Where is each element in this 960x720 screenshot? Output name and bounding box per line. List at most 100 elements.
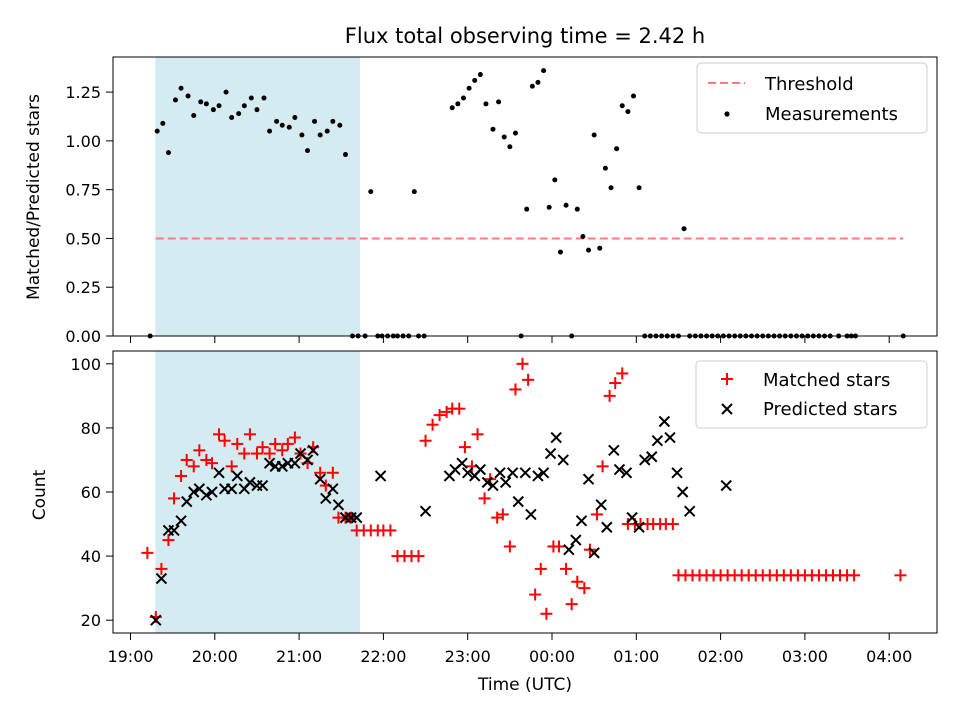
- measurement-point: [496, 99, 502, 105]
- measurement-point: [541, 68, 547, 74]
- measurement-point: [529, 83, 535, 89]
- matched-star-point: [314, 466, 327, 479]
- predicted-star-point: [601, 521, 613, 533]
- predicted-star-point: [550, 431, 562, 444]
- count-legend-frame: [695, 360, 928, 429]
- measurement-point: [154, 128, 160, 134]
- matched-star-point: [168, 492, 181, 505]
- predicted-star-point: [256, 479, 269, 492]
- measurement-point: [455, 101, 461, 107]
- measurement-point: [602, 165, 608, 171]
- measurement-point: [411, 189, 417, 195]
- predicted-star-point: [646, 451, 658, 463]
- measurement-point: [580, 233, 586, 239]
- measurement-point: [591, 132, 597, 138]
- matched-star-point: [540, 607, 553, 620]
- matched-star-point: [529, 588, 542, 601]
- matched-star-point: [603, 389, 616, 402]
- matched-star-point: [243, 428, 256, 441]
- predicted-star-point: [595, 499, 607, 511]
- matched-star-point: [666, 518, 679, 531]
- matched-star-point: [509, 383, 522, 396]
- matched-star-point: [281, 437, 294, 450]
- x-tick-label: 01:00: [613, 647, 659, 666]
- measurement-point: [178, 85, 184, 91]
- count-y-axis-label: Count: [30, 469, 50, 520]
- matched-star-point: [565, 598, 578, 611]
- predicted-star-point: [658, 415, 671, 428]
- predicted-star-point: [314, 473, 326, 485]
- predicted-star-point: [512, 495, 524, 508]
- predicted-star-point: [168, 524, 180, 537]
- predicted-star-point: [506, 467, 519, 479]
- predicted-star-point: [188, 486, 200, 498]
- matched-star-point: [187, 460, 200, 473]
- predicted-star-point: [613, 463, 626, 476]
- matched-star-point: [213, 428, 226, 441]
- matched-legend-swatch: [721, 373, 733, 385]
- measurement-point: [507, 144, 513, 150]
- measurement-point: [198, 99, 204, 105]
- predicted-legend-swatch: [721, 403, 733, 415]
- measurements-legend-swatch: [724, 111, 730, 117]
- matched-star-point: [471, 428, 484, 441]
- predicted-star-point: [456, 457, 468, 469]
- measurement-point: [546, 204, 552, 210]
- y-tick-label: 0.00: [65, 327, 101, 346]
- measurement-point: [203, 101, 209, 107]
- measurement-point: [619, 103, 625, 109]
- measurement-point: [368, 189, 374, 195]
- count-x-axis: 19:00 20:00 21:00 22:00 23:00 00:00 01:00 02:00…: [107, 633, 912, 666]
- y-tick-label: 0.75: [65, 181, 101, 200]
- predicted-star-point: [525, 508, 537, 521]
- matched-star-point: [571, 575, 584, 588]
- measurement-point: [261, 95, 267, 101]
- predicted-star-point: [563, 543, 575, 556]
- measurement-point: [248, 95, 254, 101]
- predicted-star-point: [499, 476, 512, 489]
- predicted-star-point: [671, 467, 683, 479]
- matched-star-point: [894, 569, 907, 582]
- predicted-star-point: [620, 467, 633, 479]
- x-tick-label: 21:00: [276, 647, 322, 666]
- predicted-star-point: [570, 534, 582, 546]
- predicted-star-point: [575, 515, 588, 527]
- measurement-point: [337, 122, 343, 128]
- predicted-star-point: [350, 511, 363, 524]
- measurement-point: [574, 206, 580, 212]
- matched-legend-label: Matched stars: [763, 370, 890, 391]
- x-tick-label: 22:00: [360, 647, 406, 666]
- matched-star-point: [276, 444, 289, 457]
- y-tick-label: 40: [81, 547, 101, 566]
- predicted-star-point: [244, 476, 256, 489]
- ratio-y-axis: 0.00 0.25 0.50 0.75 1.00 1.25: [65, 83, 113, 346]
- predicted-star-point: [213, 467, 225, 479]
- measurement-point: [279, 122, 285, 128]
- matched-star-point: [162, 534, 175, 547]
- x-axis-label: Time (UTC): [477, 675, 572, 695]
- measurement-point: [614, 146, 620, 152]
- matched-star-point: [175, 469, 188, 482]
- measurement-point: [160, 120, 166, 126]
- matched-star-point: [609, 377, 622, 390]
- matched-star-point: [419, 434, 432, 447]
- predicted-star-point: [494, 467, 506, 479]
- predicted-star-point: [557, 454, 569, 466]
- predicted-star-point: [200, 489, 213, 501]
- y-tick-label: 1.00: [65, 132, 101, 151]
- measurement-point: [625, 109, 631, 115]
- measurement-point: [299, 132, 305, 138]
- matched-star-point: [141, 546, 154, 559]
- ratio-y-axis-label: Matched/Predicted stars: [24, 94, 44, 300]
- x-tick-label: 04:00: [866, 647, 912, 666]
- predicted-star-point: [419, 505, 432, 517]
- measurement-point: [312, 118, 318, 124]
- x-tick-label: 19:00: [107, 647, 153, 666]
- count-marks: [141, 357, 907, 626]
- matched-star-point: [433, 409, 446, 422]
- measurement-point: [172, 97, 178, 103]
- matched-star-point: [453, 402, 466, 415]
- ratio-legend-frame: [696, 62, 928, 134]
- measurement-point: [630, 93, 636, 99]
